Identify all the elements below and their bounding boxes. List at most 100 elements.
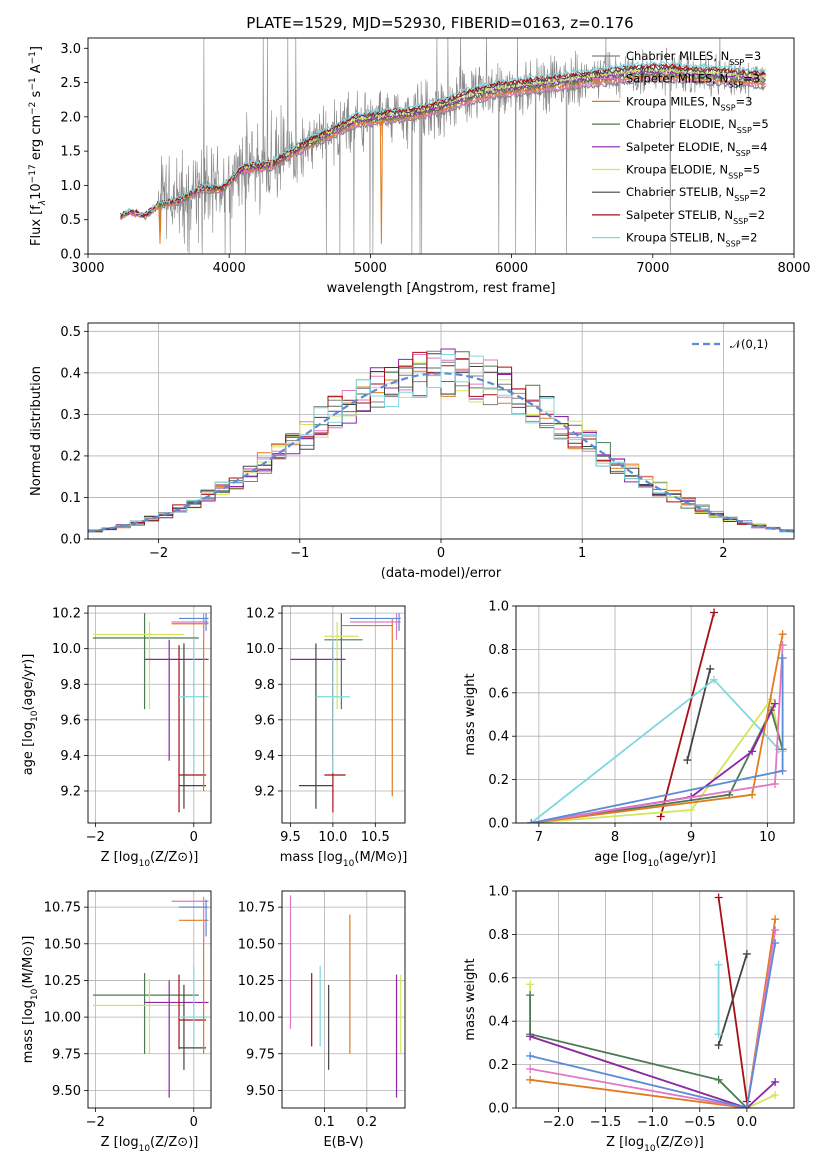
- y-tick-label: 0.4: [488, 1015, 509, 1030]
- legend-entry: Salpeter ELODIE, NSSP=4: [626, 140, 768, 158]
- x-tick-label: 0.1: [314, 1115, 335, 1130]
- y-tick-label: 0.6: [488, 686, 509, 701]
- mass-weight-line: [659, 612, 715, 817]
- panel-age-vs-mass: 9.5 10.0 10.5 9.2 9.4 9.6 9.8 10.0 10.2 mass [log…: [246, 605, 408, 869]
- y-tick-label: 9.4: [60, 749, 81, 764]
- x-tick-label: −2: [86, 1115, 105, 1130]
- x-tick-label: 2: [719, 546, 727, 561]
- y-tick-label: 0.0: [488, 817, 509, 832]
- data-point-marker: [714, 893, 723, 902]
- data-point-marker: [771, 1090, 780, 1099]
- legend-entry: 𝒩(0,1): [730, 337, 768, 351]
- y-tick-label: 9.50: [52, 1084, 81, 1099]
- data-point-marker: [778, 654, 787, 663]
- data-point-marker: [526, 1075, 535, 1084]
- y-tick-label: 9.75: [246, 1047, 275, 1062]
- residual-histogram: [88, 354, 794, 533]
- y-tick-label: 0.4: [60, 366, 81, 381]
- data-point-marker: [771, 926, 780, 935]
- x-tick-label: 0.2: [356, 1115, 377, 1130]
- panel-residuals: −2 −1 0 1 2 0.0 0.1 0.2 0.3 0.4 0.5 (data-model)/er…: [29, 322, 795, 581]
- panel-mass-weight-vs-age: 7 8 9 10 0.0 0.2 0.4 0.6 0.8 1.0 age [log10(age/yr…: [463, 600, 795, 869]
- y-tick-label: 9.6: [254, 713, 275, 728]
- mass-weight-line: [531, 634, 784, 823]
- x-tick-label: −2: [86, 830, 105, 845]
- y-tick-label: 1.5: [60, 145, 81, 160]
- x-tick-label: −2: [149, 546, 168, 561]
- x-tick-label: −0.5: [684, 1115, 716, 1130]
- panel-mass-vs-Z: −2 0 9.50 9.75 10.00 10.25 10.50 10.75 Z [log10(…: [21, 890, 212, 1154]
- y-tick-label: 9.6: [60, 713, 81, 728]
- y-axis-label: mass [log10(M/M⊙)]: [21, 936, 40, 1064]
- y-axis-label: mass weight: [463, 958, 478, 1040]
- mass-weight-line: [529, 929, 777, 1108]
- x-axis-label: age [log10(age/yr)]: [594, 850, 716, 869]
- plot-area: [92, 613, 209, 813]
- y-tick-label: 0.0: [60, 248, 81, 263]
- data-point-marker: [714, 1075, 723, 1084]
- data-point-marker: [748, 747, 757, 756]
- legend-entry: Salpeter STELIB, NSSP=2: [626, 208, 765, 226]
- x-axis-label: Z [log10(Z/Z⊙)]: [101, 850, 199, 869]
- y-tick-label: 10.50: [44, 937, 81, 952]
- data-point-marker: [687, 805, 696, 814]
- y-tick-label: 10.25: [44, 974, 81, 989]
- y-tick-label: 10.0: [246, 642, 275, 657]
- legend-entry: Salpeter MILES, NSSP=3: [626, 72, 760, 90]
- chart-layer: 3000 4000 5000 6000 7000 80000.00.51.01.52.02…: [21, 37, 811, 1154]
- y-tick-label: 0.2: [488, 1058, 509, 1073]
- axes-frame: [87, 37, 795, 255]
- data-point-marker: [526, 1051, 535, 1060]
- data-point-marker: [778, 766, 787, 775]
- x-axis-label: Z [log10(Z/Z⊙)]: [101, 1135, 199, 1154]
- y-tick-label: 9.2: [60, 784, 81, 799]
- data-point-marker: [771, 939, 780, 948]
- axes-frame: [87, 605, 212, 824]
- y-tick-label: 0.3: [60, 408, 81, 423]
- model-spectrum: [120, 60, 766, 216]
- mass-weight-line: [531, 697, 784, 823]
- x-axis-label: mass [log10(M/M⊙)]: [280, 850, 408, 869]
- x-tick-label: −1: [290, 546, 309, 561]
- y-tick-label: 10.75: [238, 901, 275, 916]
- y-tick-label: 0.2: [60, 449, 81, 464]
- data-point-marker: [714, 1030, 723, 1039]
- mass-weight-line: [529, 1035, 776, 1108]
- y-tick-label: 9.8: [60, 678, 81, 693]
- data-point-marker: [526, 980, 535, 989]
- x-tick-label: 9.5: [280, 830, 301, 845]
- y-tick-label: 0.2: [488, 773, 509, 788]
- x-tick-label: 9: [687, 830, 695, 845]
- x-tick-label: 0: [190, 1115, 198, 1130]
- y-tick-label: 9.4: [254, 749, 275, 764]
- panel-mass-vs-EBV: 0.1 0.2 9.50 9.75 10.00 10.25 10.50 10.75 E(B-V): [238, 890, 406, 1150]
- mass-weight-line: [531, 658, 784, 823]
- x-tick-label: 8000: [777, 261, 810, 276]
- axes-frame: [87, 322, 795, 540]
- x-tick-label: 8: [611, 830, 619, 845]
- y-tick-label: 10.00: [44, 1011, 81, 1026]
- mass-weight-line: [529, 995, 748, 1108]
- y-tick-label: 9.50: [246, 1084, 275, 1099]
- x-tick-label: 7000: [636, 261, 669, 276]
- x-axis-label: Z [log10(Z/Z⊙)]: [606, 1135, 704, 1154]
- plot-area: [526, 893, 780, 1108]
- plot-area: [290, 613, 401, 813]
- y-tick-label: 2.5: [60, 76, 81, 91]
- y-axis-label: mass weight: [463, 673, 478, 755]
- y-tick-label: 1.0: [488, 600, 509, 615]
- y-tick-label: 0.8: [488, 928, 509, 943]
- y-tick-label: 1.0: [488, 885, 509, 900]
- plot-area: [88, 348, 794, 533]
- x-tick-label: 10.5: [361, 830, 390, 845]
- panel-spectrum: 3000 4000 5000 6000 7000 8000 0.0 0.5 1.0 1.5 2.0 2…: [28, 37, 811, 296]
- x-tick-label: 10.0: [318, 830, 347, 845]
- y-tick-label: 0.5: [60, 325, 81, 340]
- data-point-marker: [778, 630, 787, 639]
- x-axis-label: (data-model)/error: [381, 566, 502, 581]
- data-point-marker: [714, 1041, 723, 1050]
- data-point-marker: [526, 1032, 535, 1041]
- legend-entry: Kroupa STELIB, NSSP=2: [626, 231, 757, 249]
- y-tick-label: 10.00: [238, 1011, 275, 1026]
- residual-histogram: [88, 362, 794, 532]
